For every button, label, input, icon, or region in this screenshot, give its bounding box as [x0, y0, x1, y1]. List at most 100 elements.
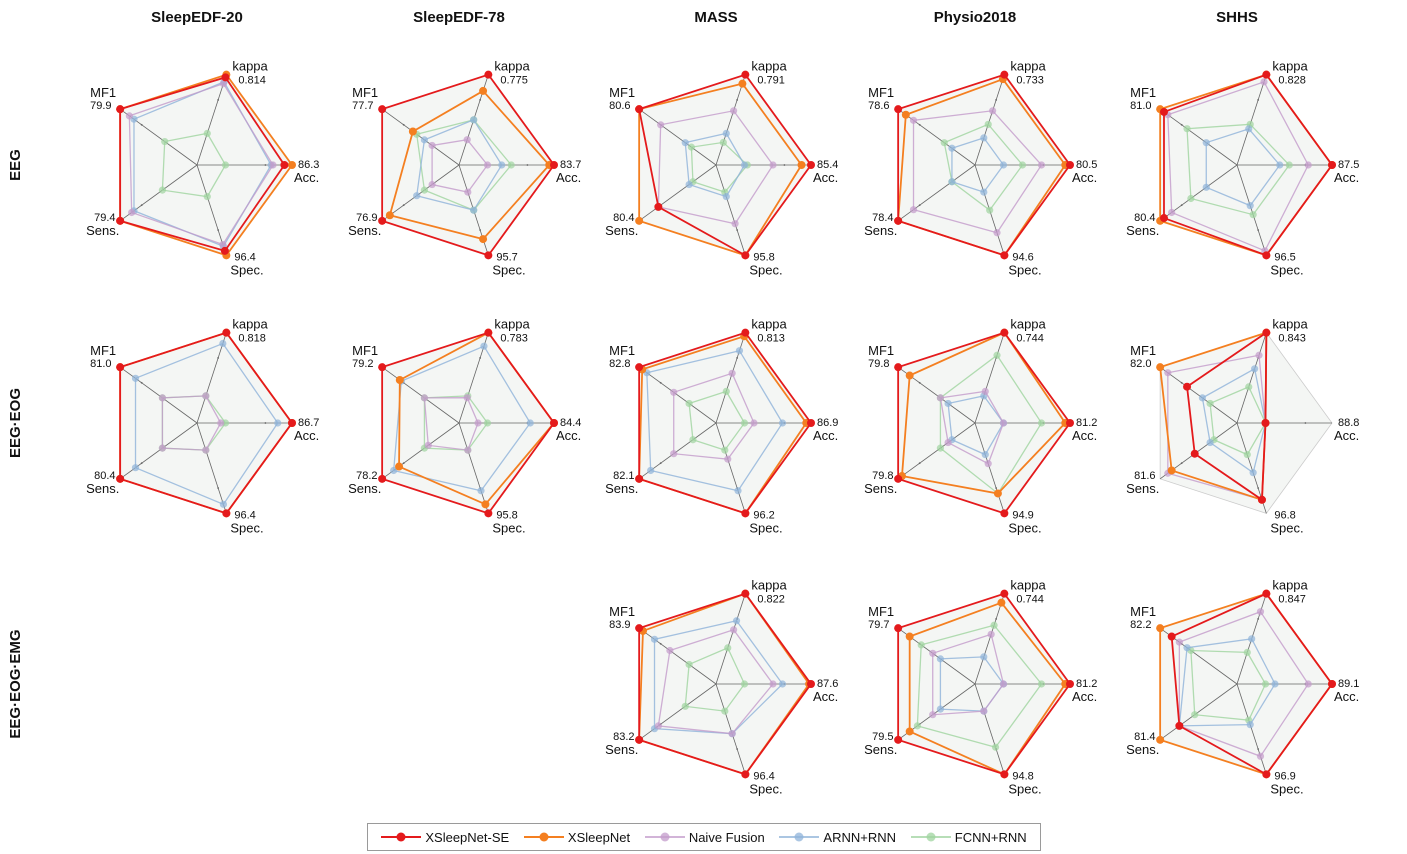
series-point	[221, 73, 230, 82]
series-line	[1170, 592, 1334, 776]
series-point	[395, 462, 404, 471]
series-point	[484, 70, 493, 79]
radar-spoke	[381, 366, 460, 424]
series-line	[943, 123, 1024, 212]
series-point	[685, 660, 693, 669]
radar-spoke	[974, 593, 1005, 685]
spoke-tick	[1257, 487, 1260, 489]
series-point	[769, 161, 777, 169]
series-point	[980, 134, 988, 142]
series-point	[901, 110, 910, 119]
axis-label: Sens.	[605, 223, 638, 238]
series-point	[219, 500, 228, 508]
series-line	[381, 73, 556, 257]
axis-max-value: 0.744	[1016, 594, 1044, 606]
series-line	[134, 342, 279, 506]
spoke-tick	[1257, 99, 1260, 101]
axis-max-value: 86.7	[298, 417, 319, 429]
series-point	[1191, 711, 1199, 719]
series-point	[1156, 363, 1165, 372]
axis-label: Sens.	[1126, 223, 1159, 238]
axis-max-value: 0.791	[757, 75, 785, 87]
series-point	[1245, 125, 1253, 133]
spoke-tick	[217, 357, 220, 359]
radar-spoke	[1159, 366, 1238, 424]
series-point	[750, 419, 758, 427]
column-title: Physio2018	[934, 9, 1017, 26]
series-line	[423, 397, 479, 451]
series-point	[936, 444, 945, 452]
axis-label: MF1	[868, 604, 894, 619]
series-point	[778, 419, 787, 427]
axis-label: Acc.	[556, 170, 581, 185]
series-point	[498, 161, 506, 169]
series-point	[116, 363, 125, 372]
axis-max-value: 83.2	[613, 731, 634, 743]
series-point	[740, 419, 749, 427]
axis-label: Sens.	[86, 223, 119, 238]
axis-label: MF1	[90, 85, 116, 100]
spoke-tick	[1257, 618, 1260, 620]
axis-label: Spec.	[1008, 520, 1041, 535]
series-point	[741, 251, 750, 260]
series-point	[1000, 589, 1009, 598]
series-point	[944, 438, 952, 447]
series-point	[741, 770, 750, 779]
spoke-tick	[783, 164, 786, 166]
series-point	[1183, 382, 1192, 391]
spoke-tick	[479, 229, 482, 231]
series-point	[1000, 328, 1009, 337]
spoke-tick	[918, 123, 921, 126]
spoke-tick	[1304, 422, 1307, 424]
axis-max-value: 0.813	[757, 333, 785, 345]
axis-max-value: 79.7	[868, 619, 889, 631]
axis-max-value: 78.4	[872, 212, 893, 224]
axis-max-value: 81.4	[1134, 731, 1155, 743]
series-point	[269, 161, 277, 169]
series-point	[741, 328, 750, 337]
radar-spoke	[458, 422, 489, 514]
series-point	[1187, 194, 1195, 203]
series-point	[894, 624, 903, 633]
series-point	[721, 707, 729, 715]
axis-label: MF1	[1130, 604, 1156, 619]
series-point	[681, 702, 689, 710]
series-point	[905, 371, 914, 380]
legend-swatch	[779, 832, 820, 842]
series-line	[939, 390, 1005, 465]
spoke-tick	[995, 99, 998, 101]
series-line	[688, 390, 746, 451]
series-line	[119, 331, 294, 515]
series-point	[550, 419, 558, 427]
axis-max-value: 80.4	[1134, 212, 1155, 224]
series-point	[722, 193, 730, 201]
series-point	[980, 188, 988, 196]
series-point	[724, 455, 732, 463]
series-point	[470, 206, 478, 214]
series-point	[219, 80, 228, 88]
series-point	[1159, 107, 1168, 116]
row-title: EEG	[7, 149, 24, 181]
spoke-tick	[736, 748, 739, 750]
axis-max-value: 86.3	[298, 159, 319, 171]
spoke-tick	[918, 204, 921, 207]
radar-spoke	[974, 683, 1005, 775]
spoke-tick	[995, 487, 998, 489]
spoke-tick	[217, 229, 220, 231]
axis-max-value: 95.8	[753, 251, 774, 263]
series-point	[807, 680, 815, 688]
axis-max-value: 87.6	[817, 678, 838, 690]
series-line	[653, 620, 784, 735]
series-point	[1175, 638, 1183, 646]
series-point	[479, 235, 488, 244]
series-point	[654, 722, 662, 730]
series-point	[909, 116, 918, 124]
legend-item: XSleepNet	[523, 830, 630, 845]
axis-label: Sens.	[1126, 742, 1159, 757]
series-point	[1249, 211, 1257, 219]
series-line	[901, 331, 1067, 495]
series-point	[740, 161, 749, 169]
